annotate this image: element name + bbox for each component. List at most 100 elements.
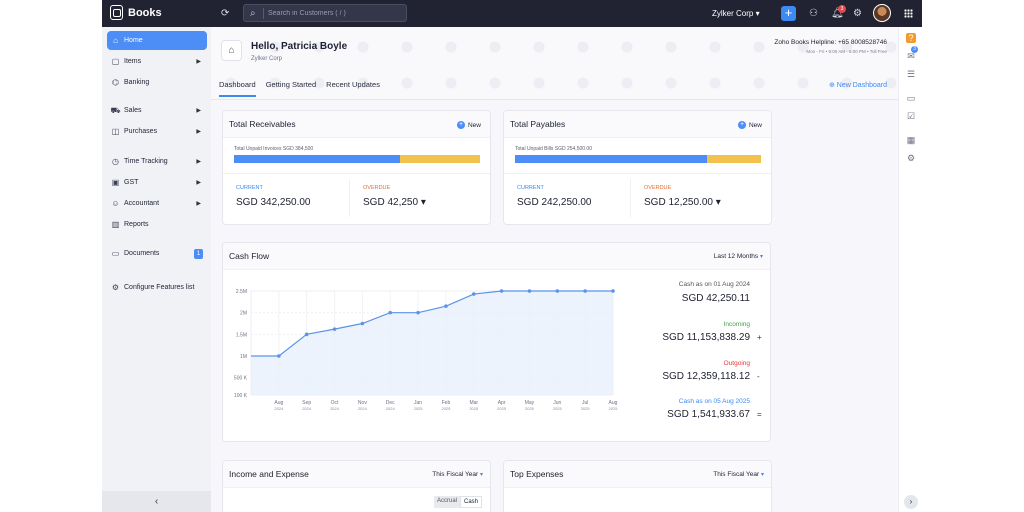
top-bar: Books ⟳ ⌕ Zylker Corp ▾ + ⚇ 🔔︎ 3 ⚙: [102, 0, 922, 27]
books-logo-icon: [110, 5, 123, 20]
app-grid-icon[interactable]: [904, 9, 913, 18]
x-tick-year: 2025: [525, 406, 535, 411]
users-icon[interactable]: ⚇: [809, 8, 818, 19]
expand-panel-button[interactable]: ›: [904, 495, 918, 509]
data-point: [360, 321, 365, 326]
x-tick-month: Feb: [442, 400, 451, 406]
new-receivable-button[interactable]: + New: [456, 121, 481, 129]
x-tick-month: Jul: [582, 400, 588, 406]
dashboard-tabs: Dashboard Getting Started Recent Updates: [219, 80, 380, 97]
new-payable-button[interactable]: + New: [737, 121, 762, 129]
x-tick-month: Aug: [274, 400, 283, 406]
gear-icon[interactable]: ⚙: [853, 8, 862, 19]
x-tick-year: 2025: [414, 406, 424, 411]
sidebar-item-accountant[interactable]: ☺ Accountant ▶: [107, 194, 207, 213]
card-header: [504, 111, 771, 138]
tab-getting-started[interactable]: Getting Started: [265, 80, 317, 89]
sidebar-item-configure-features[interactable]: ⚙ Configure Features list: [107, 278, 207, 297]
settings-icon[interactable]: ⚙: [906, 153, 916, 163]
org-switcher[interactable]: Zylker Corp ▾: [712, 9, 760, 18]
app-name: Books: [128, 6, 162, 19]
data-point: [555, 289, 560, 293]
new-label: New: [467, 121, 481, 129]
cash-flow-area: [251, 291, 613, 395]
bag-icon: ◫: [111, 127, 120, 136]
app-logo[interactable]: Books: [110, 5, 162, 20]
period-label: This Fiscal Year: [713, 471, 760, 478]
data-point: [583, 289, 587, 293]
x-tick-month: Apr: [498, 400, 506, 406]
x-tick-year: 2024: [274, 406, 284, 411]
x-tick-year: 2024: [358, 406, 368, 411]
feedback-icon[interactable]: ☰: [906, 69, 916, 79]
new-dashboard-button[interactable]: ⊕ New Dashboard: [829, 81, 887, 89]
minus-operator: -: [757, 372, 760, 381]
sidebar-item-items[interactable]: ▢ Items ▶: [107, 52, 207, 71]
plus-icon: +: [456, 121, 465, 129]
sidebar-item-label: Reports: [124, 221, 149, 228]
bell-icon[interactable]: 🔔︎: [831, 8, 844, 19]
receivables-bar: [234, 155, 480, 163]
configure-icon: ⚙: [111, 283, 120, 292]
sidebar-item-label: Items: [124, 58, 142, 65]
y-tick-label: 100 K: [234, 393, 248, 399]
divider: [349, 179, 350, 217]
search-box[interactable]: ⌕: [243, 4, 407, 22]
x-tick-month: Mar: [469, 400, 478, 406]
search-divider: [263, 8, 264, 19]
checklist-icon[interactable]: ☑: [906, 111, 916, 121]
overdue-value[interactable]: SGD 12,250.00 ▾: [644, 197, 721, 208]
x-tick-year: 2024: [386, 406, 396, 411]
chat-icon[interactable]: ▭: [906, 93, 916, 103]
new-dashboard-label: New Dashboard: [836, 82, 887, 89]
help-icon[interactable]: ?: [906, 33, 916, 43]
quick-create-button[interactable]: +: [781, 6, 796, 21]
income-expense-period-select[interactable]: This Fiscal Year ▾: [432, 471, 483, 478]
collapse-sidebar-button[interactable]: ‹: [102, 491, 211, 512]
sidebar-item-purchases[interactable]: ◫ Purchases ▶: [107, 122, 207, 141]
card-title: Total Receivables: [229, 119, 296, 129]
data-point: [471, 292, 476, 296]
unpaid-total: Total Unpaid Bills SGD 254,500.00: [515, 146, 592, 152]
sidebar-item-documents[interactable]: ▭ Documents 1: [107, 244, 207, 263]
overdue-segment: [706, 155, 761, 163]
current-value[interactable]: SGD 242,250.00: [517, 197, 592, 208]
refresh-icon[interactable]: ⟳: [221, 8, 230, 19]
current-label: CURRENT: [517, 185, 544, 191]
incoming-value: SGD 11,153,838.29: [662, 332, 750, 343]
opening-balance-value: SGD 42,250.11: [681, 293, 750, 304]
current-value[interactable]: SGD 342,250.00: [236, 197, 311, 208]
caret-right-icon: ▶: [196, 108, 201, 114]
sidebar-item-label: Purchases: [124, 128, 158, 135]
top-expenses-period-select[interactable]: This Fiscal Year ▾: [713, 471, 764, 478]
sidebar-item-banking[interactable]: ⌬ Banking: [107, 73, 207, 92]
closing-balance-label: Cash as on 05 Aug 2025: [678, 398, 750, 405]
tab-recent-updates[interactable]: Recent Updates: [326, 80, 380, 89]
gift-icon[interactable]: ▦: [906, 135, 916, 145]
sidebar-item-gst[interactable]: ▣ GST ▶: [107, 173, 207, 192]
chevron-down-icon: ▾: [755, 9, 760, 18]
divider: [630, 179, 631, 217]
payables-bar: [515, 155, 761, 163]
sidebar-item-sales[interactable]: ⛟ Sales ▶: [107, 101, 207, 120]
x-tick-year: 2025: [497, 406, 507, 411]
divider: [504, 173, 771, 174]
overdue-value[interactable]: SGD 42,250 ▾: [363, 197, 426, 208]
period-label: Last 12 Months: [713, 253, 759, 260]
sidebar-item-reports[interactable]: ▥ Reports: [107, 215, 207, 234]
x-tick-month: Sep: [302, 400, 311, 406]
avatar[interactable]: [873, 4, 891, 22]
sidebar-item-home[interactable]: ⌂ Home: [107, 31, 207, 50]
accrual-option[interactable]: Accrual: [434, 496, 461, 508]
cart-icon: ⛟: [110, 105, 121, 115]
sidebar-item-label: Configure Features list: [124, 284, 195, 291]
sidebar-item-time-tracking[interactable]: ◷ Time Tracking ▶: [107, 152, 207, 171]
sidebar-item-label: Sales: [124, 107, 142, 114]
cash-flow-period-select[interactable]: Last 12 Months ▾: [714, 253, 763, 260]
closing-balance-value: SGD 1,541,933.67: [667, 409, 750, 420]
cash-option[interactable]: Cash: [460, 496, 483, 508]
search-input[interactable]: [268, 7, 403, 20]
tab-dashboard[interactable]: Dashboard: [219, 80, 256, 97]
announcement-icon[interactable]: ✉: [907, 51, 915, 61]
data-point: [499, 289, 504, 293]
